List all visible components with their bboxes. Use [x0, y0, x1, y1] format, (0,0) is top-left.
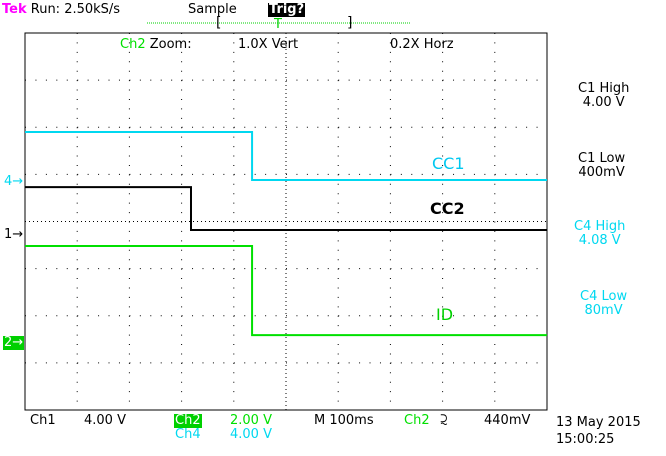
trace-cc1	[25, 130, 547, 182]
header: Tek Run: 2.50kS/s	[2, 3, 120, 17]
ch1-scale: 4.00 V	[84, 413, 126, 428]
trigger-channel: Ch2	[404, 413, 430, 428]
brand-logo: Tek	[2, 2, 27, 17]
trace-label-id: ID	[436, 305, 454, 324]
zoom-vert: 1.0X Vert	[238, 37, 299, 52]
measurement-c4-high: C4 High 4.08 V	[574, 219, 626, 248]
falling-edge-icon: ⫈	[440, 413, 448, 428]
ch1-ground-marker: 1→	[4, 227, 24, 242]
trace-label-cc1: CC1	[432, 154, 465, 173]
time: 15:00:25	[556, 432, 615, 447]
ch2-scale: 2.00 V	[230, 413, 272, 428]
ch4-ground-marker: 4→	[4, 174, 24, 189]
trace-label-cc2: CC2	[430, 199, 465, 218]
zoom-bracket-left: [	[216, 15, 221, 31]
date: 13 May 2015	[556, 415, 641, 430]
ch4-label: Ch4	[175, 427, 201, 442]
ch2-ground-marker: 2→	[3, 335, 25, 350]
trigger-level: 440mV	[484, 413, 531, 428]
measurement-c1-high: C1 High 4.00 V	[578, 81, 630, 110]
measurement-c1-low: C1 Low 400mV	[578, 151, 626, 180]
zoom-horz: 0.2X Horz	[390, 37, 454, 52]
zoom-channel: Ch2	[120, 37, 146, 52]
trigger-position-marker: T	[273, 17, 282, 32]
zoom-label: Zoom:	[149, 37, 192, 52]
timebase: M 100ms	[314, 413, 374, 428]
acquisition-mode: Sample	[188, 2, 237, 17]
ch2-label: Ch2	[174, 413, 202, 428]
trigger-status: Trig?	[268, 2, 306, 17]
zoom-bracket-right: ]	[347, 15, 352, 31]
trace-cc2	[25, 186, 547, 231]
ch4-scale: 4.00 V	[230, 427, 272, 442]
ch1-label: Ch1	[30, 413, 56, 428]
trace-id	[25, 245, 547, 337]
zoom-info: Ch2 Zoom:	[120, 38, 192, 52]
measurement-c4-low: C4 Low 80mV	[580, 289, 628, 318]
run-status: Run: 2.50kS/s	[30, 2, 121, 17]
